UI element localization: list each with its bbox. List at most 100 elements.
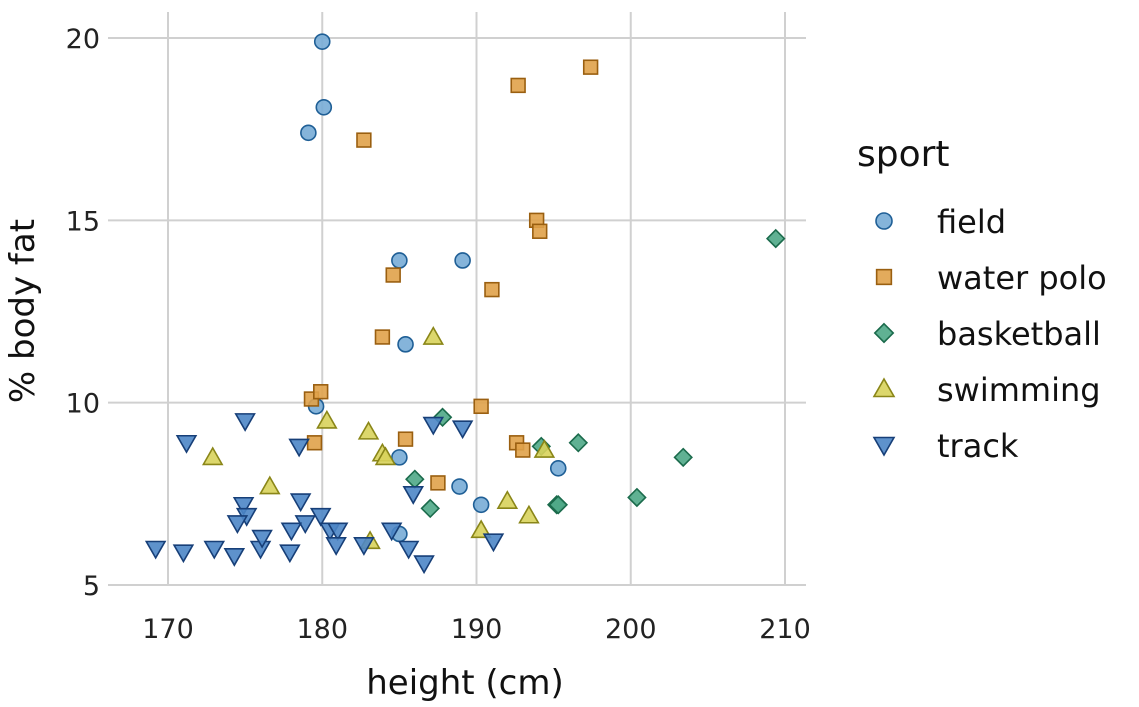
y-tick-label: 20: [66, 24, 100, 55]
point-water-polo: [532, 223, 548, 239]
point-field: [549, 460, 567, 477]
point-field: [300, 124, 317, 142]
point-track: [402, 486, 425, 505]
point-track: [380, 522, 403, 542]
point-water-polo: [484, 281, 500, 298]
point-water-polo: [306, 435, 323, 451]
legend-item: water polo: [875, 259, 1107, 297]
point-field: [315, 98, 333, 116]
point-track: [251, 529, 273, 549]
point-track: [325, 537, 347, 556]
x-tick-label: 170: [142, 614, 194, 645]
x-tick-labels: 170 180 190 200 210: [142, 614, 811, 645]
x-tick-label: 190: [451, 614, 503, 645]
point-field: [454, 252, 471, 269]
legend-item: field: [875, 203, 1006, 241]
point-track: [203, 540, 226, 560]
y-tick-labels: 5 10 15 20: [66, 24, 100, 602]
point-track: [280, 522, 303, 542]
data-points: [144, 33, 786, 575]
point-basketball: [420, 498, 440, 519]
point-track: [353, 537, 375, 556]
point-water-polo: [313, 384, 329, 400]
point-basketball: [405, 469, 425, 490]
point-track: [232, 496, 255, 516]
point-basketball: [568, 433, 589, 453]
point-field: [391, 449, 408, 466]
y-tick-label: 5: [83, 571, 100, 602]
legend-marker: [875, 268, 893, 286]
point-field: [397, 336, 414, 353]
legend-item: track: [872, 427, 1019, 465]
point-water-polo: [582, 59, 599, 75]
legend-title: sport: [857, 134, 950, 175]
point-basketball: [627, 487, 647, 508]
point-track: [288, 438, 310, 458]
point-track: [144, 540, 167, 560]
point-track: [172, 544, 195, 564]
point-water-polo: [430, 475, 446, 491]
point-water-polo: [374, 329, 391, 345]
point-field: [391, 252, 408, 269]
point-water-polo: [473, 398, 489, 415]
series-water-polo: [303, 59, 599, 491]
point-track: [422, 416, 445, 436]
x-tick-label: 180: [296, 614, 348, 645]
legend-item: basketball: [873, 315, 1101, 353]
point-track: [451, 420, 474, 440]
point-basketball: [765, 228, 786, 249]
point-water-polo: [510, 77, 526, 94]
series-field: [300, 33, 567, 543]
legend-label: track: [937, 427, 1019, 465]
point-track: [226, 515, 249, 534]
point-track: [413, 555, 435, 575]
point-water-polo: [397, 431, 414, 447]
point-field: [313, 33, 331, 50]
x-axis-title: height (cm): [366, 663, 564, 703]
point-field: [451, 478, 468, 495]
point-water-polo: [356, 132, 372, 148]
point-swimming: [357, 420, 380, 440]
point-water-polo: [515, 442, 531, 458]
legend-marker: [872, 377, 896, 398]
legend-marker: [875, 212, 893, 230]
y-axis-title: % body fat: [3, 219, 43, 403]
legend-label: basketball: [937, 315, 1101, 353]
series-basketball: [405, 228, 786, 519]
point-swimming: [518, 504, 540, 524]
legend-label: swimming: [937, 371, 1101, 409]
series-track: [144, 413, 505, 575]
point-track: [289, 493, 312, 513]
point-track: [326, 522, 349, 542]
point-track: [309, 507, 332, 527]
series-swimming: [201, 326, 556, 550]
point-swimming: [533, 439, 556, 458]
point-swimming: [374, 446, 397, 466]
point-basketball: [673, 447, 693, 468]
legend-label: field: [937, 203, 1006, 241]
x-tick-label: 210: [759, 614, 811, 645]
x-tick-label: 200: [605, 614, 657, 645]
point-track: [482, 533, 505, 553]
point-swimming: [470, 519, 492, 539]
legend-label: water polo: [937, 259, 1107, 297]
point-swimming: [316, 409, 338, 429]
point-basketball: [548, 495, 569, 515]
point-track: [175, 434, 198, 454]
point-track: [397, 540, 420, 560]
point-track: [279, 544, 301, 564]
point-swimming: [259, 475, 281, 495]
legend-item: swimming: [872, 371, 1101, 409]
y-tick-label: 10: [66, 389, 100, 420]
point-swimming: [496, 490, 519, 509]
legend-marker: [873, 322, 895, 344]
legend-marker: [872, 436, 896, 457]
grid-lines: [108, 12, 806, 586]
point-track: [234, 413, 256, 432]
point-swimming: [201, 446, 224, 466]
point-water-polo: [385, 267, 401, 283]
point-field: [472, 496, 490, 514]
point-track: [223, 547, 246, 567]
y-tick-label: 15: [66, 206, 100, 237]
